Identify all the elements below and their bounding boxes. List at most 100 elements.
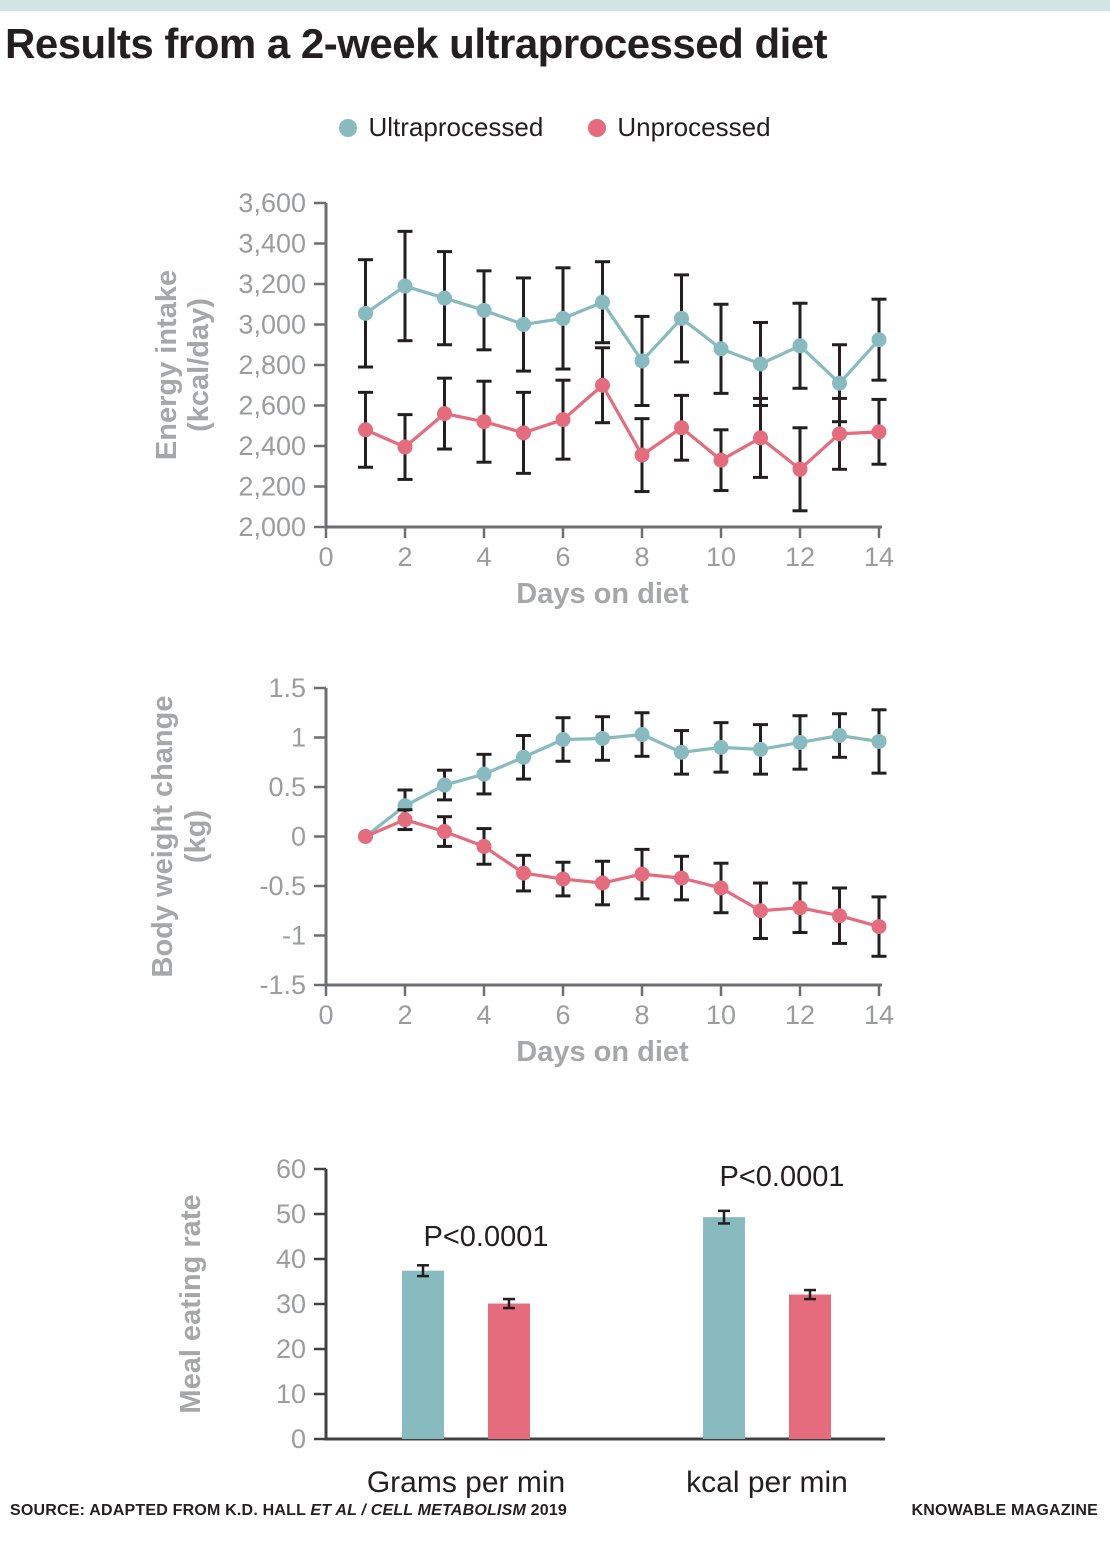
x-tick-label: 10	[706, 1000, 736, 1030]
legend-item-unprocessed: Unprocessed	[588, 112, 771, 143]
y-tick-label: 3,600	[238, 188, 306, 218]
data-point	[516, 317, 531, 332]
data-point	[871, 919, 887, 935]
figure-title: Results from a 2-week ultraprocessed die…	[5, 20, 828, 67]
bar-ultraprocessed-grams-per-min	[402, 1270, 444, 1439]
data-point	[516, 749, 531, 765]
y-tick-label: 2,800	[238, 350, 306, 380]
y-tick-label: -0.5	[259, 871, 306, 901]
data-point	[595, 730, 610, 746]
data-point	[832, 375, 847, 391]
y-tick-label: 3,200	[238, 269, 306, 299]
data-point	[358, 305, 373, 321]
y-tick-label: 50	[276, 1199, 306, 1229]
y-tick-label: 0	[291, 822, 306, 852]
error-bar	[718, 1209, 730, 1225]
x-tick-label: 8	[634, 1000, 649, 1030]
data-point	[674, 420, 689, 436]
y-tick-label: -1.5	[259, 970, 306, 1000]
data-point	[713, 341, 729, 357]
y-axis-title: (kcal/day)	[183, 298, 215, 432]
data-point	[792, 900, 808, 916]
y-axis-title: Meal eating rate	[175, 1194, 207, 1413]
y-tick-label: 1.5	[268, 673, 306, 703]
legend-item-ultraprocessed: Ultraprocessed	[339, 112, 543, 143]
data-point	[713, 880, 729, 896]
data-point	[832, 908, 847, 924]
x-tick-label: 2	[397, 1000, 412, 1030]
data-point	[595, 377, 610, 393]
data-point	[832, 728, 847, 744]
error-bar	[503, 1297, 515, 1310]
y-tick-label: 2,000	[238, 512, 306, 542]
y-tick-label: 3,000	[238, 310, 306, 340]
data-point	[476, 302, 492, 318]
data-point	[397, 439, 413, 455]
data-point	[397, 812, 413, 828]
data-point	[871, 733, 887, 749]
data-point	[753, 430, 768, 446]
data-point	[792, 461, 808, 477]
x-tick-label: 2	[397, 542, 412, 572]
data-point	[476, 838, 492, 854]
source-credit: SOURCE: ADAPTED FROM K.D. HALL ET AL / C…	[10, 1502, 567, 1520]
p-value-annotation: P<0.0001	[720, 1161, 845, 1193]
y-axis-title: Body weight change	[147, 696, 179, 978]
data-point	[476, 414, 492, 430]
body-weight-change-chart: -1.5 -1 -0.5 0 0.5 1 1.5 Body weight change (kg)…	[147, 673, 894, 1068]
legend-label-unprocessed: Unprocessed	[617, 112, 771, 142]
data-point	[437, 290, 452, 306]
y-tick-label: 1	[291, 723, 306, 753]
data-point	[555, 412, 571, 428]
data-point	[832, 426, 847, 442]
data-point	[792, 734, 808, 750]
series-ultraprocessed	[358, 229, 887, 424]
data-point	[358, 829, 373, 844]
data-point	[674, 870, 689, 886]
x-tick-label: 14	[864, 542, 894, 572]
data-point	[397, 278, 413, 294]
x-tick-label: 0	[318, 1000, 333, 1030]
y-tick-label: 2,600	[238, 391, 306, 421]
y-tick-label: 0.5	[268, 772, 306, 802]
p-value-annotation: P<0.0001	[424, 1221, 549, 1253]
x-tick-label: 4	[476, 1000, 491, 1030]
data-point	[555, 731, 571, 747]
y-tick-label: 40	[276, 1244, 306, 1274]
y-tick-label: -1	[282, 921, 306, 951]
y-tick-label: 20	[276, 1334, 306, 1364]
x-tick-label: 6	[555, 1000, 570, 1030]
legend: Ultraprocessed Unprocessed	[0, 112, 1110, 143]
data-point	[555, 871, 571, 887]
y-tick-label: 60	[276, 1154, 306, 1184]
y-tick-label: 2,200	[238, 472, 306, 502]
series-unprocessed	[358, 346, 887, 513]
series-unprocessed	[358, 808, 887, 958]
data-point	[713, 739, 729, 755]
data-point	[595, 294, 610, 310]
data-point	[871, 332, 887, 348]
x-tick-label: 12	[785, 1000, 815, 1030]
bar-unprocessed-grams-per-min	[488, 1303, 530, 1439]
bar-ultraprocessed-kcal-per-min	[703, 1217, 745, 1439]
y-tick-label: 10	[276, 1379, 306, 1409]
source-credit-prefix: SOURCE: ADAPTED FROM K.D. HALL	[10, 1502, 311, 1519]
meal-eating-rate-chart: 0 10 20 30 40 50 60 Meal eating rate Grams per m…	[175, 1154, 885, 1499]
x-tick-label: 0	[318, 542, 333, 572]
x-axis-title: Days on diet	[516, 578, 689, 610]
data-point	[437, 824, 452, 840]
bar-unprocessed-kcal-per-min	[789, 1294, 831, 1439]
x-tick-label: 12	[785, 542, 815, 572]
data-point	[871, 424, 887, 440]
error-bar	[417, 1264, 429, 1278]
data-point	[792, 338, 808, 354]
top-accent-bar	[0, 0, 1110, 11]
magazine-credit: KNOWABLE MAGAZINE	[911, 1502, 1098, 1519]
data-point	[674, 310, 689, 326]
x-tick-label: 4	[476, 542, 491, 572]
energy-intake-chart: 2,000 2,200 2,400 2,600 2,800 3,000 3,200 3,400…	[151, 188, 894, 610]
data-point	[516, 425, 531, 441]
data-point	[555, 310, 571, 326]
x-tick-label: 10	[706, 542, 736, 572]
